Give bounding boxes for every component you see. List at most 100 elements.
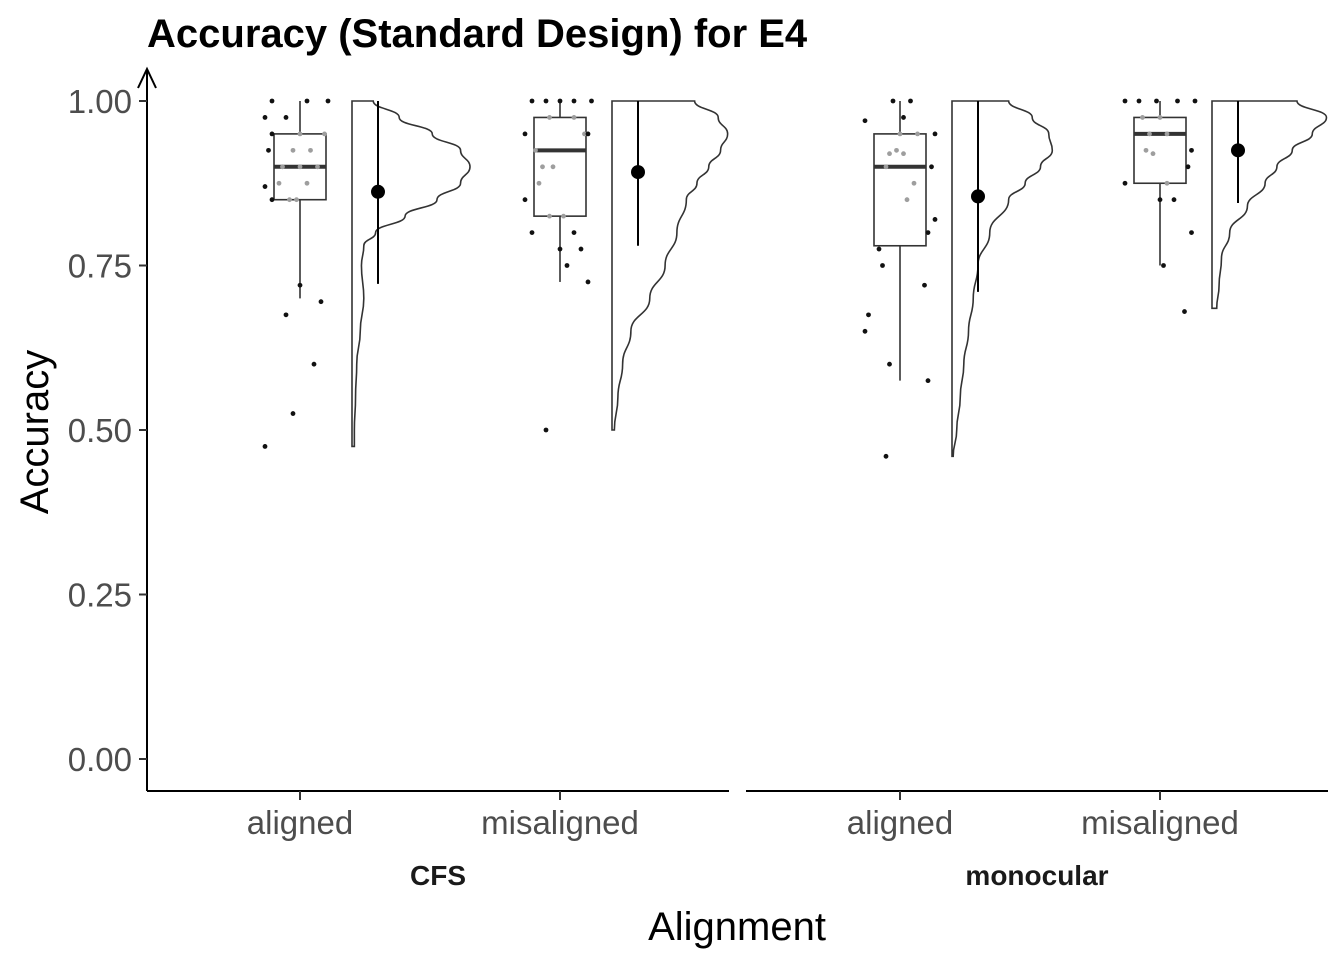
data-point — [1122, 180, 1128, 186]
data-point — [876, 246, 882, 252]
data-point — [582, 131, 587, 137]
data-point — [318, 299, 324, 305]
data-point — [262, 184, 268, 189]
y-tick-label: 0.00 — [68, 741, 132, 778]
data-point — [266, 147, 271, 153]
data-point — [522, 197, 528, 203]
data-point — [283, 115, 289, 120]
data-point — [880, 263, 885, 268]
data-point — [262, 115, 268, 120]
data-point — [585, 279, 591, 285]
facet-label: CFS — [410, 860, 466, 891]
data-point — [883, 164, 889, 170]
data-point — [529, 98, 535, 104]
data-point — [571, 98, 577, 104]
mean-point — [1231, 143, 1245, 158]
y-axis-arrow — [137, 66, 157, 89]
data-point — [589, 98, 594, 104]
data-point — [533, 147, 538, 153]
data-point — [1161, 263, 1166, 268]
y-tick-label: 0.25 — [68, 577, 132, 614]
x-axis-title: Alignment — [648, 905, 826, 949]
x-tick-label: aligned — [847, 804, 953, 841]
data-point — [547, 213, 552, 219]
data-point — [585, 131, 591, 137]
data-point — [894, 147, 899, 153]
density-curve — [951, 100, 1054, 458]
data-point — [1140, 115, 1145, 120]
density-curve — [351, 100, 471, 448]
data-point — [578, 246, 584, 252]
data-point — [1192, 98, 1198, 104]
data-point — [1171, 197, 1177, 203]
data-point — [543, 98, 549, 104]
data-point — [862, 328, 868, 334]
data-point — [1185, 164, 1191, 170]
data-point — [887, 361, 892, 367]
data-point — [297, 282, 303, 288]
data-point — [529, 230, 535, 236]
data-point — [269, 98, 275, 104]
data-point — [304, 180, 310, 186]
data-point — [887, 151, 892, 157]
data-point — [297, 131, 303, 137]
data-point — [1154, 98, 1159, 104]
data-point — [522, 131, 528, 137]
data-point — [890, 98, 896, 104]
data-point — [290, 411, 296, 416]
data-point — [276, 180, 282, 186]
box — [1133, 116, 1187, 185]
facet-label: monocular — [965, 860, 1108, 891]
data-point — [536, 180, 542, 186]
y-axis-title: Accuracy — [13, 350, 57, 515]
data-point — [901, 115, 906, 120]
data-point — [540, 164, 545, 170]
density-curve — [611, 100, 729, 431]
data-point — [283, 312, 289, 318]
box — [873, 133, 927, 247]
mean-point — [971, 189, 985, 204]
chart-title: Accuracy (Standard Design) for E4 — [147, 12, 808, 56]
data-point — [269, 131, 275, 137]
data-point — [1147, 131, 1152, 137]
mean-point — [371, 184, 385, 199]
data-point — [315, 164, 320, 170]
density-curve — [1211, 100, 1328, 310]
data-point — [1189, 230, 1194, 236]
data-point — [290, 147, 296, 153]
data-point — [1143, 147, 1149, 153]
data-point — [571, 115, 577, 120]
data-point — [322, 131, 327, 137]
mean-point — [631, 165, 645, 180]
data-point — [280, 164, 285, 170]
data-point — [557, 98, 563, 104]
data-point — [1122, 98, 1128, 104]
data-point — [571, 230, 577, 236]
data-point — [911, 180, 917, 186]
data-point — [557, 246, 563, 252]
x-tick-label: aligned — [247, 804, 353, 841]
data-point — [1164, 131, 1170, 137]
data-point — [325, 98, 331, 104]
data-point — [866, 312, 871, 318]
data-point — [564, 263, 570, 268]
data-point — [932, 131, 938, 137]
data-point — [862, 118, 868, 124]
y-tick-label: 0.75 — [68, 248, 132, 285]
data-point — [269, 197, 275, 203]
data-point — [883, 453, 889, 459]
data-point — [932, 217, 938, 222]
data-point — [929, 164, 934, 170]
data-point — [915, 131, 920, 137]
data-point — [550, 164, 556, 170]
data-point — [1150, 151, 1156, 157]
data-point — [262, 444, 268, 449]
data-point — [1164, 180, 1170, 186]
data-point — [1182, 309, 1187, 314]
x-tick-label: misaligned — [1081, 804, 1239, 841]
data-point — [922, 282, 927, 288]
data-point — [1189, 147, 1194, 153]
data-point — [547, 115, 552, 120]
plot-layer: 0.00 0.25 0.50 0.75 1.00 CFS aligned misaligned… — [68, 66, 1328, 891]
